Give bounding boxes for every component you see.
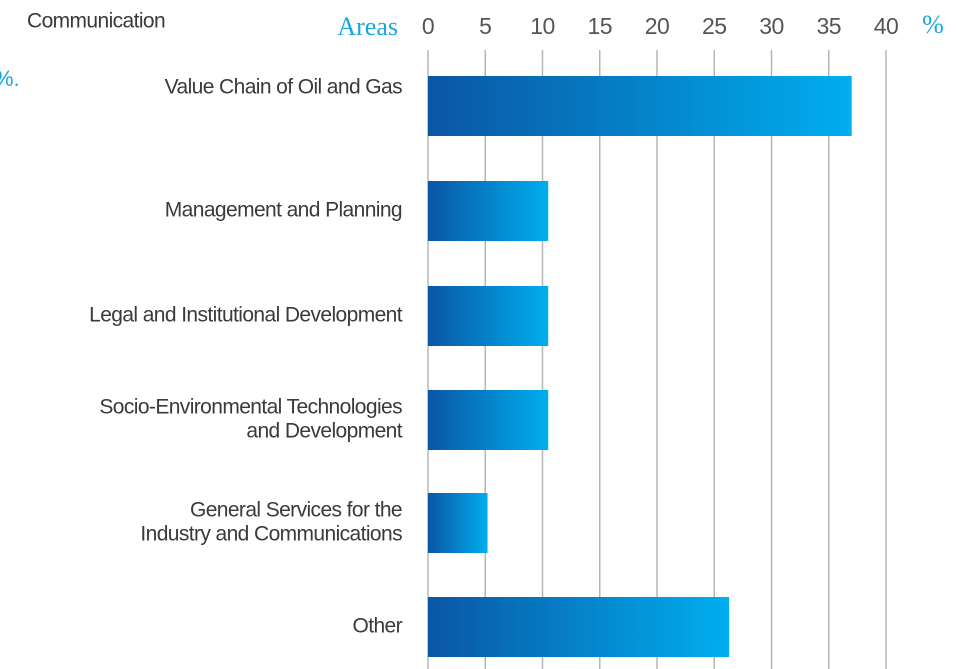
annotation: %.: [0, 66, 20, 91]
bar: [428, 597, 730, 657]
annotation: Communication: [27, 10, 165, 33]
x-tick-label: 35: [816, 13, 841, 39]
y-tick-label: General Services for the: [190, 499, 402, 522]
x-tick-label: 20: [645, 13, 670, 39]
y-tick-label: Value Chain of Oil and Gas: [165, 76, 402, 99]
y-tick-label: Management and Planning: [165, 199, 402, 222]
x-tick-label: 0: [422, 13, 434, 39]
x-tick-label: 25: [702, 13, 727, 39]
y-tick-label: Legal and Institutional Development: [89, 304, 403, 327]
x-tick-label: 40: [874, 13, 899, 39]
y-tick-label: Socio-Environmental Technologies: [99, 396, 402, 419]
x-tick-label: 30: [759, 13, 784, 39]
x-tick-label: 15: [587, 13, 612, 39]
y-tick-label: Industry and Communications: [140, 523, 402, 546]
bar: [428, 286, 549, 346]
y-tick-label: and Development: [246, 420, 402, 443]
bar: [428, 390, 549, 450]
y-tick-label: Other: [352, 615, 402, 638]
bar: [428, 493, 488, 553]
y-axis-label: Areas: [337, 12, 398, 41]
bar: [428, 181, 549, 241]
x-unit: %: [922, 10, 944, 39]
x-tick-label: 5: [479, 13, 491, 39]
bar: [428, 76, 852, 136]
x-tick-label: 10: [530, 13, 555, 39]
